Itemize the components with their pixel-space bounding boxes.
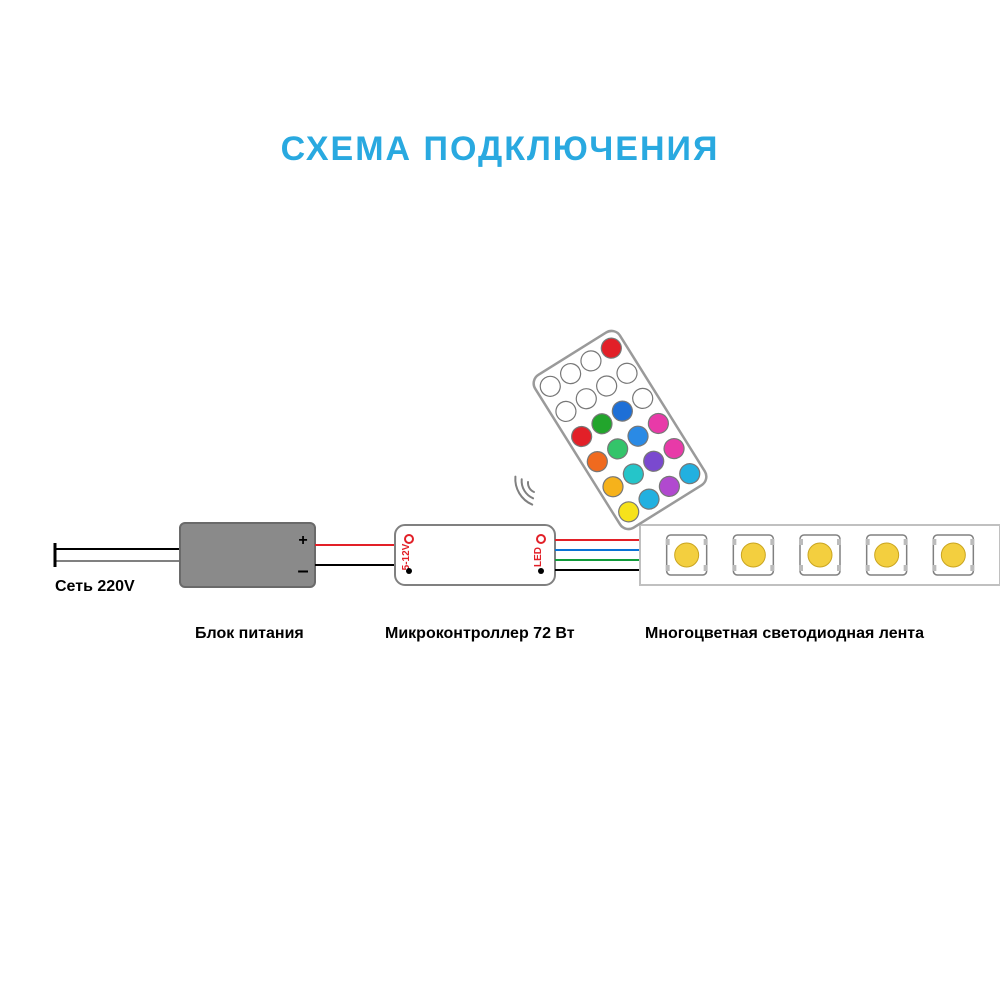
label-psu: Блок питания: [195, 625, 304, 643]
label-strip: Многоцветная светодиодная лента: [645, 625, 924, 643]
svg-text:5-12V: 5-12V: [401, 543, 412, 570]
dc-wires: [315, 545, 395, 565]
controller-box: 5-12V LED: [395, 525, 555, 585]
mains-wires: [55, 543, 180, 567]
label-mains: Сеть 220V: [55, 578, 135, 596]
svg-text:+: +: [298, 532, 307, 549]
led-strip: [640, 525, 1000, 585]
label-controller: Микроконтроллер 72 Вт: [385, 625, 575, 643]
remote-control: [515, 327, 710, 533]
power-supply: +–: [180, 523, 315, 587]
diagram-canvas: +– 5-12VLED: [0, 0, 1000, 1000]
svg-text:–: –: [297, 560, 308, 582]
svg-text:LED: LED: [533, 547, 544, 567]
rgb-wires: [555, 540, 640, 570]
